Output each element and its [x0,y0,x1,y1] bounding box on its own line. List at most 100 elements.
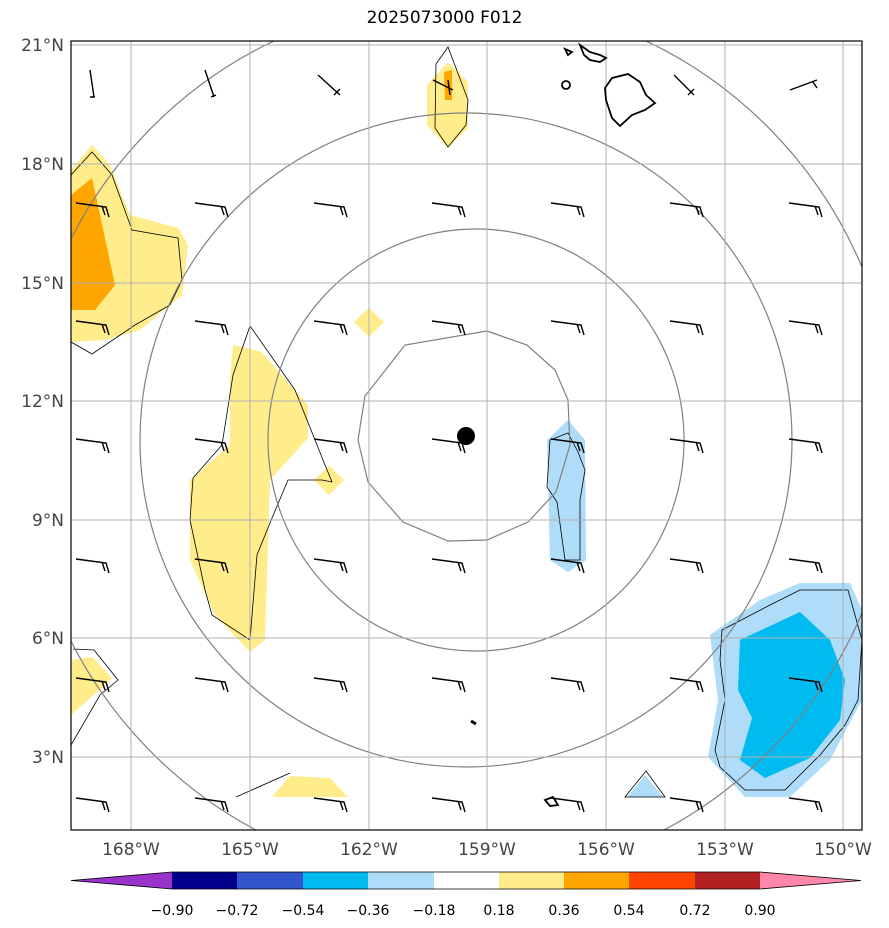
wind-barb [313,320,348,336]
storm-center-marker [457,427,475,445]
positive-region [272,776,348,797]
colorbar-tick-label: −0.90 [151,903,194,919]
negative-core [738,612,845,778]
map-frame [70,40,863,831]
wind-barb [194,320,229,336]
map-title: 2025073000 F012 [366,8,523,28]
lat-tick-label: 6°N [32,629,64,649]
wind-barb [673,74,695,96]
wind-barb [788,797,823,813]
lon-tick-label: 153°W [696,840,754,860]
wind-barb [789,79,818,91]
wind-barb [317,74,341,96]
wind-barb [550,438,585,454]
wind-barb [550,797,585,813]
colorbar-bin [172,872,237,889]
colorbar-outline [70,871,862,890]
colorbar-tick-label: 0.54 [613,903,644,919]
wind-barb [89,69,95,98]
positive-region [427,62,468,148]
wind-barb [204,69,217,98]
wind-barb [788,438,823,454]
colorbar-tick-label: −0.72 [216,903,259,919]
graticule [71,41,862,830]
colorbar-bin [237,872,303,889]
wind-barb [431,558,466,574]
wind-barb [313,438,348,454]
wind-barb [669,558,704,574]
colorbar-bin [499,872,564,889]
colorbar-bin [368,872,434,889]
colorbar-bin [760,872,861,889]
colorbar-bin [303,872,368,889]
positive-region [190,345,308,652]
wind-barbs [75,69,823,813]
wind-barb [550,677,585,693]
wind-barb [75,320,110,336]
wind-barb [788,202,823,218]
wind-barb [75,202,110,218]
wind-barb [550,558,585,574]
lat-axis: 21°N 18°N 15°N 12°N 9°N 6°N 3°N [21,36,64,768]
lon-tick-label: 168°W [102,840,160,860]
lon-tick-label: 162°W [340,840,398,860]
wind-barb [194,797,229,813]
wind-barb [75,797,110,813]
colorbar-tick-label: 0.36 [548,903,579,919]
lat-tick-label: 3°N [32,748,64,768]
colorbar-bin [564,872,629,889]
wind-barb [75,438,110,454]
lat-tick-label: 9°N [32,511,64,531]
lat-tick-label: 12°N [21,392,64,412]
wind-barb [194,438,229,454]
colorbar-tick-label: 0.90 [744,903,775,919]
wind-barb [669,438,704,454]
lat-tick-label: 18°N [21,155,64,175]
colorbar: −0.90 −0.72 −0.54 −0.36 −0.18 0.18 0.36 … [70,871,862,919]
wind-barb [313,677,348,693]
wind-barb [550,320,585,336]
wind-barb [550,202,585,218]
wind-barb [669,797,704,813]
colorbar-bin [71,872,172,889]
wind-barb [75,677,110,693]
coastlines [470,42,657,807]
lon-tick-label: 159°W [458,840,516,860]
contour-lines [71,46,862,798]
colorbar-tick-label: −0.36 [347,903,390,919]
colorbar-tick-label: −0.54 [282,903,325,919]
wind-barb [75,558,110,574]
wind-barb [669,202,704,218]
wind-barb [788,558,823,574]
colorbar-bin [695,872,760,889]
negative-region [547,420,586,572]
wind-barb [669,677,704,693]
wind-barb [431,797,466,813]
positive-region [314,466,344,495]
positive-core [71,178,115,310]
shaded-field [71,62,862,797]
wind-barb [669,320,704,336]
colorbar-tick-label: −0.18 [413,903,456,919]
colorbar-bin [434,872,499,889]
wind-barb [788,677,823,693]
wind-barb [194,202,229,218]
negative-region [627,775,663,797]
wind-barb [313,797,348,813]
wind-barb [431,677,466,693]
wind-barb [431,202,466,218]
wind-barb [194,558,229,574]
lat-tick-label: 15°N [21,274,64,294]
wind-barb [432,79,454,96]
wind-barb [313,202,348,218]
wind-barb [431,320,466,336]
lon-axis: 168°W 165°W 162°W 159°W 156°W 153°W 150°… [102,840,872,860]
lon-tick-label: 165°W [221,840,279,860]
colorbar-tick-label: 0.18 [483,903,514,919]
lon-tick-label: 150°W [814,840,872,860]
colorbar-bin [629,872,695,889]
lat-tick-label: 21°N [21,36,64,56]
wind-barb [194,677,229,693]
wind-barb [313,558,348,574]
